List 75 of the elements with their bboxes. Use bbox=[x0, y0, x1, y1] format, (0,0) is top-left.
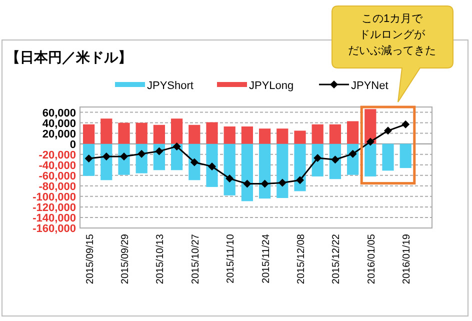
y-tick-label: -40,000 bbox=[38, 160, 76, 172]
bar bbox=[188, 124, 200, 144]
point bbox=[102, 152, 110, 160]
bar bbox=[153, 124, 166, 144]
bar bbox=[258, 128, 271, 144]
bar bbox=[241, 144, 254, 202]
x-tick-label: 2015/10/13 bbox=[155, 234, 166, 284]
bar bbox=[82, 144, 95, 176]
x-tick-label: 2015/12/08 bbox=[296, 234, 307, 284]
y-tick-label: 40,000 bbox=[42, 118, 76, 130]
chart-title: 【日本円／米ドル】 bbox=[6, 49, 132, 65]
y-tick-label: -160,000 bbox=[32, 223, 76, 235]
point bbox=[331, 156, 340, 164]
point bbox=[366, 138, 374, 146]
bar bbox=[118, 122, 130, 144]
text: だいぶ減ってきた bbox=[348, 44, 436, 57]
y-tick-label: 0 bbox=[70, 138, 76, 151]
legend-label: JPYLong bbox=[249, 80, 294, 92]
x-tick-label: 2016/01/05 bbox=[366, 234, 378, 284]
bar bbox=[136, 122, 148, 144]
bar bbox=[276, 144, 288, 198]
bar bbox=[170, 118, 183, 144]
point bbox=[243, 180, 252, 188]
point bbox=[172, 142, 181, 150]
bar bbox=[206, 144, 218, 187]
point bbox=[384, 126, 392, 135]
point bbox=[278, 178, 286, 187]
text: ドルロングが bbox=[359, 29, 426, 41]
bar bbox=[364, 109, 376, 144]
bar bbox=[294, 130, 306, 144]
y-tick-label: -140,000 bbox=[32, 212, 76, 224]
x-tick-label: 2015/11/10 bbox=[226, 234, 237, 284]
bar bbox=[224, 126, 236, 144]
bar bbox=[400, 144, 412, 168]
text: この1カ月で bbox=[361, 13, 424, 25]
bar bbox=[206, 122, 218, 144]
bar bbox=[188, 144, 200, 180]
point bbox=[208, 162, 216, 170]
x-tick-label: 2015/09/15 bbox=[84, 234, 96, 284]
point bbox=[226, 174, 234, 183]
point bbox=[190, 158, 198, 166]
bar bbox=[346, 121, 359, 144]
bar bbox=[100, 144, 112, 180]
y-tick-label: 60,000 bbox=[42, 107, 76, 120]
x-tick-label: 2015/10/27 bbox=[190, 234, 202, 284]
point bbox=[138, 150, 146, 158]
x-tick-label: 2015/09/29 bbox=[120, 234, 131, 284]
bar bbox=[382, 144, 394, 171]
legend-label: JPYShort bbox=[147, 80, 194, 92]
bar bbox=[364, 144, 376, 176]
x-tick-label: 2015/11/24 bbox=[260, 234, 272, 284]
bar bbox=[276, 128, 288, 144]
y-tick-label: 20,000 bbox=[42, 128, 76, 140]
bar bbox=[258, 144, 271, 199]
y-tick-label: -60,000 bbox=[38, 170, 76, 182]
x-tick-label: 2016/01/19 bbox=[402, 234, 413, 284]
bar bbox=[241, 126, 254, 144]
bar bbox=[329, 124, 342, 144]
legend-label: JPYNet bbox=[351, 80, 388, 92]
point bbox=[402, 120, 410, 128]
point bbox=[260, 180, 269, 188]
bar bbox=[329, 144, 342, 180]
y-tick-label: -100,000 bbox=[32, 191, 76, 204]
point bbox=[155, 147, 164, 156]
y-tick-label: -80,000 bbox=[38, 180, 76, 193]
x-tick-label: 2015/12/22 bbox=[331, 234, 342, 284]
bar bbox=[224, 144, 236, 196]
bar bbox=[100, 118, 112, 144]
point bbox=[296, 176, 304, 184]
y-tick-label: -120,000 bbox=[32, 202, 76, 214]
y-tick-label: -20,000 bbox=[38, 149, 76, 162]
bar bbox=[312, 124, 324, 144]
bar bbox=[294, 144, 306, 192]
point bbox=[348, 150, 357, 158]
bar bbox=[82, 124, 95, 144]
